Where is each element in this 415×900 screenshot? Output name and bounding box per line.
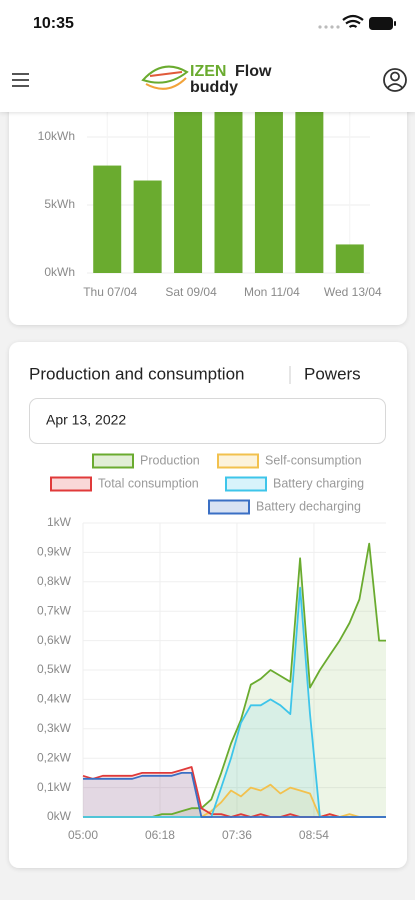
x-tick-label: 06:18 xyxy=(145,828,175,842)
y-tick-label: 0kW xyxy=(47,809,72,823)
logo-brand: IZEN xyxy=(190,63,226,80)
y-tick-label: 0,6kW xyxy=(37,633,72,647)
logo-icon xyxy=(141,65,189,90)
x-tick-label: Mon 11/04 xyxy=(244,285,300,299)
y-tick-label: 5kWh xyxy=(44,197,75,211)
bar xyxy=(133,180,162,273)
legend-label: Battery charging xyxy=(273,476,364,490)
power-card xyxy=(9,342,407,868)
legend-label: Self-consumption xyxy=(265,453,362,467)
bar xyxy=(93,165,122,273)
y-tick-label: 0,4kW xyxy=(37,692,72,706)
legend-swatch xyxy=(92,453,134,469)
legend-swatch xyxy=(50,476,92,492)
y-tick-label: 0,5kW xyxy=(37,662,72,676)
y-tick-label: 0,9kW xyxy=(37,545,72,559)
logo-subtitle: buddy xyxy=(190,79,238,96)
x-tick-label: 05:00 xyxy=(68,828,98,842)
date-value: Apr 13, 2022 xyxy=(46,412,126,428)
x-tick-label: 07:36 xyxy=(222,828,252,842)
signal-icon xyxy=(318,25,340,29)
y-tick-label: 0,1kW xyxy=(37,780,72,794)
bar xyxy=(214,96,243,273)
y-tick-label: 0,7kW xyxy=(37,603,72,617)
bar xyxy=(295,96,324,273)
legend-swatch xyxy=(208,499,250,515)
series-area xyxy=(83,587,386,817)
y-tick-label: 0,3kW xyxy=(37,721,72,735)
series-line xyxy=(83,772,386,818)
y-tick-label: 10kWh xyxy=(38,129,75,143)
bar xyxy=(335,244,364,273)
bar xyxy=(174,96,203,273)
legend-label: Total consumption xyxy=(98,476,199,490)
x-tick-label: Wed 13/04 xyxy=(324,285,382,299)
x-tick-label: Sat 09/04 xyxy=(165,285,217,299)
y-tick-label: 0,8kW xyxy=(37,574,72,588)
y-tick-label: 0,2kW xyxy=(37,750,72,764)
power-chart: 0kW 0,1kW 0,2kW 0,3kW 0,4kW 0,5kW 0,6kW 0,7kW 0,… xyxy=(37,453,386,842)
wifi-icon xyxy=(342,14,364,28)
tab[interactable]: Powers xyxy=(304,364,361,383)
series-area xyxy=(83,543,386,817)
tab[interactable]: Production and consumption xyxy=(29,364,244,383)
energy-chart: 0kWh 5kWh 10kWh Thu 07/04 Sat 09/04 Mon 11/04… xyxy=(38,96,382,299)
series-area xyxy=(83,784,386,817)
profile-button[interactable] xyxy=(383,68,407,92)
status-time: 10:35 xyxy=(33,15,74,32)
y-tick-label: 0kWh xyxy=(44,265,75,279)
logo-product: Flow xyxy=(235,63,272,80)
menu-button[interactable] xyxy=(12,73,29,87)
date-picker[interactable] xyxy=(29,398,386,444)
app-header: 10:35 IZEN Flow buddy xyxy=(0,0,415,112)
y-tick-label: 1kW xyxy=(47,515,72,529)
battery-tip xyxy=(394,21,396,26)
x-tick-label: 08:54 xyxy=(299,828,329,842)
bar xyxy=(254,96,283,273)
legend-label: Production xyxy=(140,453,200,467)
series-area xyxy=(83,767,386,817)
battery-icon xyxy=(369,17,393,30)
legend-label: Battery decharging xyxy=(256,499,361,513)
legend-swatch xyxy=(217,453,259,469)
series-area xyxy=(83,772,386,817)
legend-swatch xyxy=(225,476,267,492)
x-tick-label: Thu 07/04 xyxy=(83,285,137,299)
